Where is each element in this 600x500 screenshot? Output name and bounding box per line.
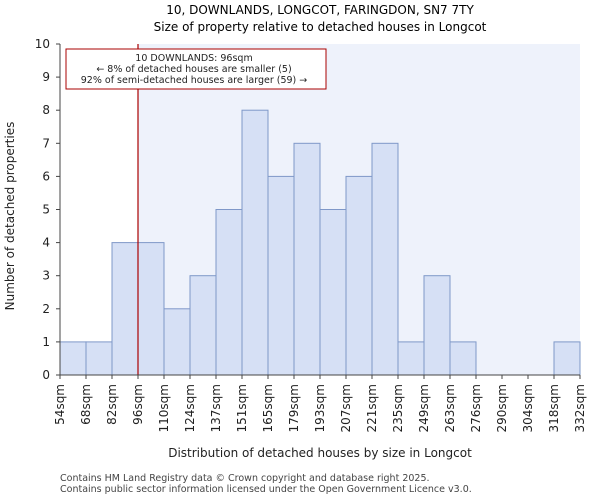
x-tick-label: 193sqm: [313, 384, 327, 432]
y-tick-label: 10: [35, 37, 50, 51]
y-tick-label: 9: [42, 70, 50, 84]
footer-line-2: Contains public sector information licen…: [60, 484, 472, 495]
y-tick-label: 4: [42, 236, 50, 250]
x-tick-label: 110sqm: [157, 384, 171, 432]
y-tick-label: 7: [42, 136, 50, 150]
y-tick-label: 5: [42, 203, 50, 217]
y-tick-label: 6: [42, 169, 50, 183]
chart-title-line-1: 10, DOWNLANDS, LONGCOT, FARINGDON, SN7 7…: [166, 3, 474, 17]
y-tick-label: 8: [42, 103, 50, 117]
x-tick-label: 68sqm: [79, 384, 93, 425]
y-axis-ticks: 0 1 2 3 4 5 6 7 8 9 10: [35, 37, 60, 382]
x-tick-label: 249sqm: [417, 384, 431, 432]
x-tick-label: 96sqm: [131, 384, 145, 425]
x-tick-label: 179sqm: [287, 384, 301, 432]
bar-165sqm: [267, 175, 295, 376]
bar-151sqm: [241, 109, 269, 376]
bar-249sqm: [423, 275, 451, 376]
x-tick-label: 151sqm: [235, 384, 249, 432]
bar-179sqm: [293, 142, 321, 376]
bar-235sqm: [397, 341, 425, 376]
bar-318sqm: [553, 341, 581, 376]
y-tick-label: 2: [42, 302, 50, 316]
x-tick-label: 235sqm: [391, 384, 405, 432]
bar-193sqm: [319, 209, 347, 376]
y-tick-label: 0: [42, 368, 50, 382]
bar-207sqm: [345, 175, 373, 376]
footer: Contains HM Land Registry data © Crown c…: [60, 473, 472, 495]
chart-title-line-2: Size of property relative to detached ho…: [154, 20, 487, 34]
bar-54sqm: [59, 341, 87, 376]
y-tick-label: 1: [42, 335, 50, 349]
annotation-line-3: 92% of semi-detached houses are larger (…: [81, 75, 308, 86]
y-tick-label: 3: [42, 269, 50, 283]
bar-110sqm: [163, 308, 191, 376]
x-tick-label: 137sqm: [209, 384, 223, 432]
bars-group: [59, 109, 581, 376]
annotation-line-1: 10 DOWNLANDS: 96sqm: [135, 53, 252, 64]
bar-263sqm: [449, 341, 477, 376]
bar-82sqm: [111, 242, 139, 376]
annotation-box: 10 DOWNLANDS: 96sqm ← 8% of detached hou…: [65, 48, 327, 90]
x-tick-label: 263sqm: [443, 384, 457, 432]
x-tick-label: 318sqm: [547, 384, 561, 432]
x-axis-label: Distribution of detached houses by size …: [168, 446, 472, 460]
x-tick-label: 276sqm: [469, 384, 483, 432]
x-tick-label: 290sqm: [495, 384, 509, 432]
x-tick-label: 54sqm: [53, 384, 67, 425]
bar-137sqm: [215, 209, 243, 376]
x-tick-label: 221sqm: [365, 384, 379, 432]
bar-221sqm: [371, 142, 399, 376]
bar-124sqm: [189, 275, 217, 376]
x-tick-label: 332sqm: [573, 384, 587, 432]
y-axis-label: Number of detached properties: [3, 122, 17, 311]
x-tick-label: 165sqm: [261, 384, 275, 432]
x-tick-label: 124sqm: [183, 384, 197, 432]
x-tick-label: 82sqm: [105, 384, 119, 425]
footer-line-1: Contains HM Land Registry data © Crown c…: [60, 473, 430, 484]
x-axis-ticks: 54sqm 68sqm 82sqm 96sqm 110sqm 124sqm 137sqm 15…: [53, 375, 587, 432]
x-tick-label: 207sqm: [339, 384, 353, 432]
annotation-line-2: ← 8% of detached houses are smaller (5): [96, 64, 291, 75]
bar-68sqm: [85, 341, 113, 376]
x-tick-label: 304sqm: [521, 384, 535, 432]
bar-96sqm: [137, 242, 165, 376]
